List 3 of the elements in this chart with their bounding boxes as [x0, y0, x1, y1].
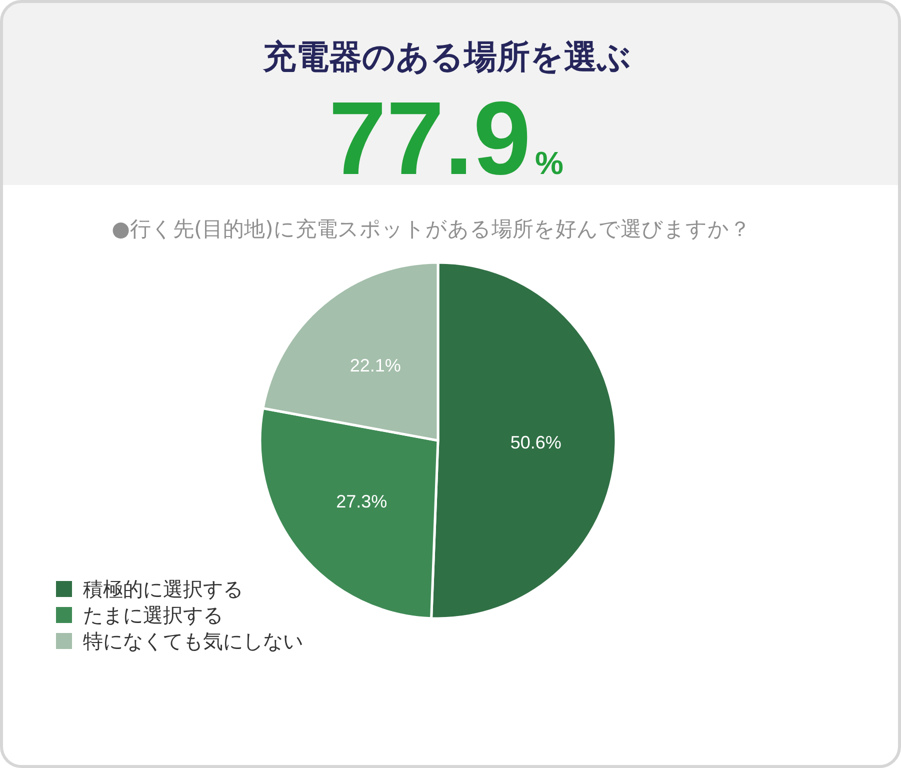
- subtitle: 77.9%: [328, 81, 564, 197]
- title: 充電器のある場所を選ぶ: [263, 37, 631, 76]
- annotation: ●行く先(目的地)に充電スポットがある場所を好んで選びますか？: [112, 217, 750, 241]
